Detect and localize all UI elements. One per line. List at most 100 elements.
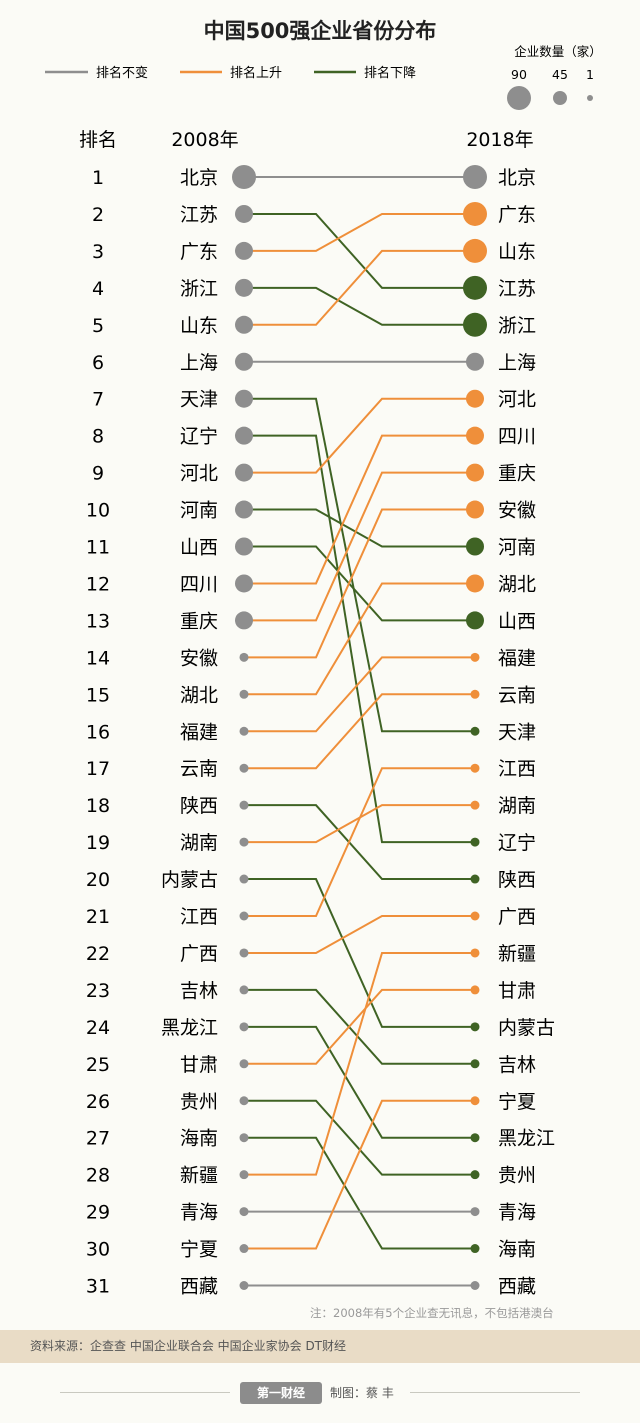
right-dot	[470, 763, 480, 773]
connector-甘肃	[244, 988, 475, 1065]
right-province-label: 云南	[498, 684, 536, 706]
right-province-label: 河南	[498, 537, 536, 559]
rank-label: 17	[86, 758, 110, 780]
connector-广西	[244, 915, 475, 954]
right-dot	[466, 574, 484, 593]
rank-label: 18	[86, 795, 110, 817]
rank-label: 16	[86, 721, 110, 743]
right-dot	[466, 426, 484, 445]
left-dot	[239, 1170, 249, 1180]
right-province-label: 江苏	[498, 278, 536, 300]
left-dot	[235, 352, 253, 371]
left-dot	[239, 874, 249, 884]
legend-label-unchanged: 排名不变	[96, 65, 148, 81]
left-dot	[235, 241, 253, 260]
left-province-label: 黑龙江	[161, 1017, 218, 1039]
rank-label: 6	[92, 352, 104, 374]
right-province-label: 海南	[498, 1239, 536, 1261]
left-province-label: 北京	[180, 167, 218, 189]
right-dot	[466, 352, 484, 371]
right-province-label: 安徽	[498, 500, 536, 522]
left-province-label: 河北	[180, 463, 218, 485]
left-dot	[239, 911, 249, 921]
right-province-label: 重庆	[498, 463, 536, 485]
left-province-label: 吉林	[180, 980, 218, 1002]
right-dot	[470, 1170, 480, 1180]
legend: 排名不变 排名上升 排名下降	[45, 65, 416, 81]
right-dot	[470, 1244, 480, 1254]
left-province-label: 广西	[180, 943, 218, 965]
left-dot	[239, 1133, 249, 1143]
left-dot	[239, 1207, 249, 1217]
left-province-label: 西藏	[180, 1276, 218, 1298]
data-source: 资料来源：企查查 中国企业联合会 中国企业家协会 DT财经	[30, 1339, 347, 1353]
right-dot	[463, 275, 487, 300]
right-province-label: 新疆	[498, 943, 536, 965]
rank-label: 5	[92, 315, 104, 337]
right-dot	[470, 800, 480, 810]
connector-天津	[244, 397, 475, 733]
right-dot	[470, 1133, 480, 1143]
right-dot	[463, 201, 487, 226]
right-province-label: 西藏	[498, 1276, 536, 1298]
right-dot	[470, 1281, 480, 1290]
left-province-label: 天津	[180, 389, 218, 411]
right-province-label: 宁夏	[498, 1091, 536, 1113]
left-dot	[235, 315, 253, 334]
rank-label: 27	[86, 1128, 110, 1150]
left-dot	[239, 1022, 249, 1032]
right-dot	[463, 238, 487, 263]
left-dot	[239, 652, 249, 662]
right-dot	[470, 985, 480, 995]
left-province-label: 山东	[180, 315, 218, 337]
right-province-label: 湖北	[498, 573, 536, 595]
credit-row: 第一财经 制图：蔡 丰	[0, 1378, 640, 1408]
connector-河南	[244, 508, 475, 548]
connector-lines	[244, 176, 475, 1287]
right-dot	[470, 1207, 480, 1217]
left-dot	[239, 948, 249, 958]
right-dot	[466, 611, 484, 630]
size-legend-dot-90	[507, 86, 531, 110]
right-dot	[470, 837, 480, 847]
credit-divider-left	[60, 1392, 230, 1393]
rank-label: 13	[86, 610, 110, 632]
rank-label: 23	[86, 980, 110, 1002]
left-dot	[239, 1059, 249, 1069]
publisher-logo: 第一财经	[240, 1382, 322, 1404]
rank-label: 26	[86, 1091, 110, 1113]
right-province-label: 陕西	[498, 869, 536, 891]
chart-maker: 制图：蔡 丰	[330, 1386, 394, 1400]
connector-海南	[244, 1136, 475, 1250]
footnote: 注：2008年有5个企业查无讯息，不包括港澳台	[310, 1306, 554, 1320]
right-dot	[470, 689, 480, 699]
right-dot	[470, 874, 480, 884]
left-province-label: 内蒙古	[161, 869, 218, 891]
left-province-label: 新疆	[180, 1165, 218, 1187]
connector-云南	[244, 693, 475, 770]
rank-label: 7	[92, 389, 104, 411]
size-legend-label-45: 45	[552, 67, 568, 82]
right-province-label: 福建	[498, 647, 536, 669]
right-dot	[470, 726, 480, 736]
left-dot	[235, 537, 253, 556]
left-dot	[235, 426, 253, 445]
rank-label: 14	[86, 647, 110, 669]
right-dot	[466, 463, 484, 482]
left-province-label: 重庆	[180, 610, 218, 632]
left-province-label: 浙江	[180, 278, 218, 300]
left-province-label: 宁夏	[180, 1239, 218, 1261]
left-dot	[235, 611, 253, 630]
rank-label: 10	[86, 500, 110, 522]
right-province-label: 贵州	[498, 1165, 536, 1187]
rank-label: 11	[86, 537, 110, 559]
connector-湖南	[244, 804, 475, 844]
rank-label: 12	[86, 573, 110, 595]
connector-黑龙江	[244, 1025, 475, 1139]
left-dot	[232, 165, 256, 189]
size-legend-label-90: 90	[511, 67, 527, 82]
left-dot	[239, 763, 249, 773]
rank-label: 4	[92, 278, 104, 300]
left-dot	[239, 837, 249, 847]
connector-安徽	[244, 508, 475, 659]
